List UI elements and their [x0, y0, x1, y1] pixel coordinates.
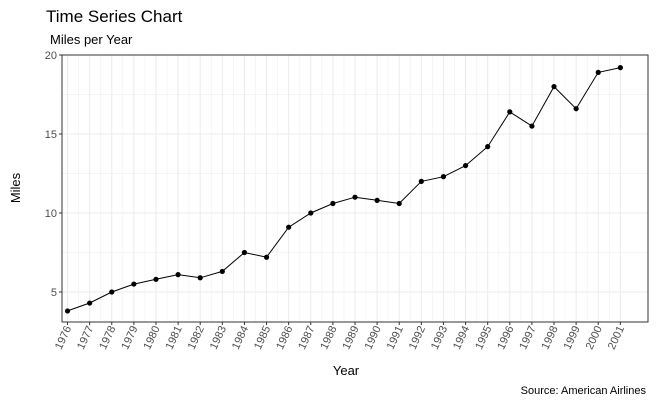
data-point: [440, 174, 447, 180]
x-tick-label: 2000: [584, 324, 605, 351]
x-tick-label: 1980: [141, 324, 162, 351]
data-point: [153, 276, 159, 282]
x-tick-label: 1981: [164, 324, 185, 351]
x-tick-label: 1986: [274, 324, 295, 351]
x-tick-label: 1990: [363, 324, 384, 351]
data-point: [352, 194, 358, 200]
data-point: [263, 254, 270, 260]
x-tick-label: 1996: [495, 324, 516, 351]
data-point: [197, 275, 203, 281]
data-point: [374, 197, 380, 203]
data-point: [418, 178, 424, 184]
series-miles: [64, 65, 623, 314]
x-axis-title: Year: [333, 363, 360, 378]
data-point: [131, 281, 137, 287]
data-point: [109, 289, 115, 295]
data-point: [308, 210, 314, 216]
x-tick-label: 1982: [186, 324, 207, 351]
x-tick-label: 1995: [473, 324, 494, 351]
x-tick-label: 1978: [97, 324, 118, 351]
data-point: [462, 162, 469, 169]
x-tick-label: 1998: [540, 324, 561, 351]
x-tick-label: 1993: [429, 324, 450, 351]
data-point: [286, 224, 292, 230]
x-tick-label: 1997: [517, 324, 538, 351]
data-point: [595, 69, 601, 75]
x-tick-label: 1984: [230, 324, 251, 351]
data-point: [64, 308, 71, 314]
data-point: [485, 144, 491, 150]
x-tick-label: 1989: [340, 324, 361, 351]
data-point: [175, 272, 181, 278]
data-point: [241, 249, 248, 256]
data-point: [573, 106, 579, 112]
x-tick-label: 1979: [119, 324, 140, 351]
x-tick-label: 1987: [296, 324, 317, 351]
series-line: [67, 67, 621, 312]
y-axis-title: Miles: [8, 172, 23, 203]
data-point: [87, 300, 93, 306]
y-tick-label: 20: [45, 50, 57, 62]
y-tick-label: 10: [45, 208, 57, 220]
x-tick-label: 1988: [318, 324, 339, 351]
chart-subtitle: Miles per Year: [50, 32, 133, 47]
data-point: [396, 200, 402, 207]
chart-title: Time Series Chart: [46, 7, 183, 26]
x-tick-label: 1976: [53, 324, 74, 351]
x-tick-label: 1983: [208, 324, 229, 351]
x-tick-label: 1994: [451, 324, 472, 351]
data-point: [529, 123, 535, 129]
data-point: [507, 109, 513, 115]
y-tick-label: 15: [45, 129, 57, 141]
x-tick-label: 1991: [385, 324, 406, 351]
data-point: [219, 268, 225, 275]
data-point: [617, 65, 623, 71]
x-tick-label: 1992: [407, 324, 428, 351]
chart-caption: Source: American Airlines: [521, 385, 647, 397]
data-point: [330, 200, 336, 207]
x-tick-label: 1999: [562, 324, 583, 351]
data-point: [551, 83, 557, 90]
x-tick-label: 1985: [252, 324, 273, 351]
y-tick-label: 5: [51, 287, 57, 299]
x-tick-label: 1977: [75, 324, 96, 351]
x-tick-label: 2001: [606, 324, 627, 351]
grid-lines: [62, 54, 648, 322]
